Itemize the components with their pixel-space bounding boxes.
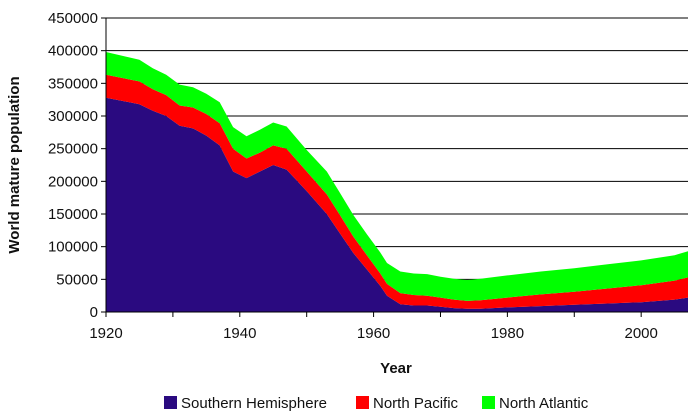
y-tick-labels: 0 50000 100000 150000 200000 250000 300000 3500… <box>48 10 98 321</box>
area-southern-hemisphere <box>106 97 688 312</box>
y-axis-title: World mature population <box>6 76 23 253</box>
y-tick-label: 400000 <box>48 43 98 60</box>
x-tick-label: 1920 <box>89 325 122 342</box>
axes <box>101 17 688 317</box>
y-tick-label: 200000 <box>48 173 98 190</box>
legend-swatch-north-pacific <box>356 396 369 409</box>
y-tick-label: 100000 <box>48 239 98 256</box>
area-north-pacific <box>106 74 688 309</box>
y-tick-label: 450000 <box>48 10 98 27</box>
legend-label-north-atlantic: North Atlantic <box>499 395 589 412</box>
y-tick-label: 150000 <box>48 206 98 223</box>
legend-label-north-pacific: North Pacific <box>373 395 459 412</box>
x-tick-label: 1960 <box>357 325 390 342</box>
legend-swatch-southern-hemisphere <box>164 396 177 409</box>
y-tick-label: 50000 <box>56 271 98 288</box>
legend-label-southern-hemisphere: Southern Hemisphere <box>181 395 327 412</box>
area-north-atlantic <box>106 52 688 301</box>
legend: Southern Hemisphere North Pacific North At… <box>164 395 589 412</box>
y-tick-label: 350000 <box>48 75 98 92</box>
x-tick-label: 1940 <box>223 325 256 342</box>
x-tick-labels: 1920 1940 1960 1980 2000 <box>89 325 658 342</box>
x-axis-title: Year <box>380 360 412 377</box>
y-tick-label: 300000 <box>48 108 98 125</box>
x-tick-label: 1980 <box>491 325 524 342</box>
y-tick-label: 0 <box>90 304 98 321</box>
x-tick-label: 2000 <box>624 325 657 342</box>
legend-swatch-north-atlantic <box>482 396 495 409</box>
y-tick-label: 250000 <box>48 141 98 158</box>
area-series <box>106 52 688 312</box>
